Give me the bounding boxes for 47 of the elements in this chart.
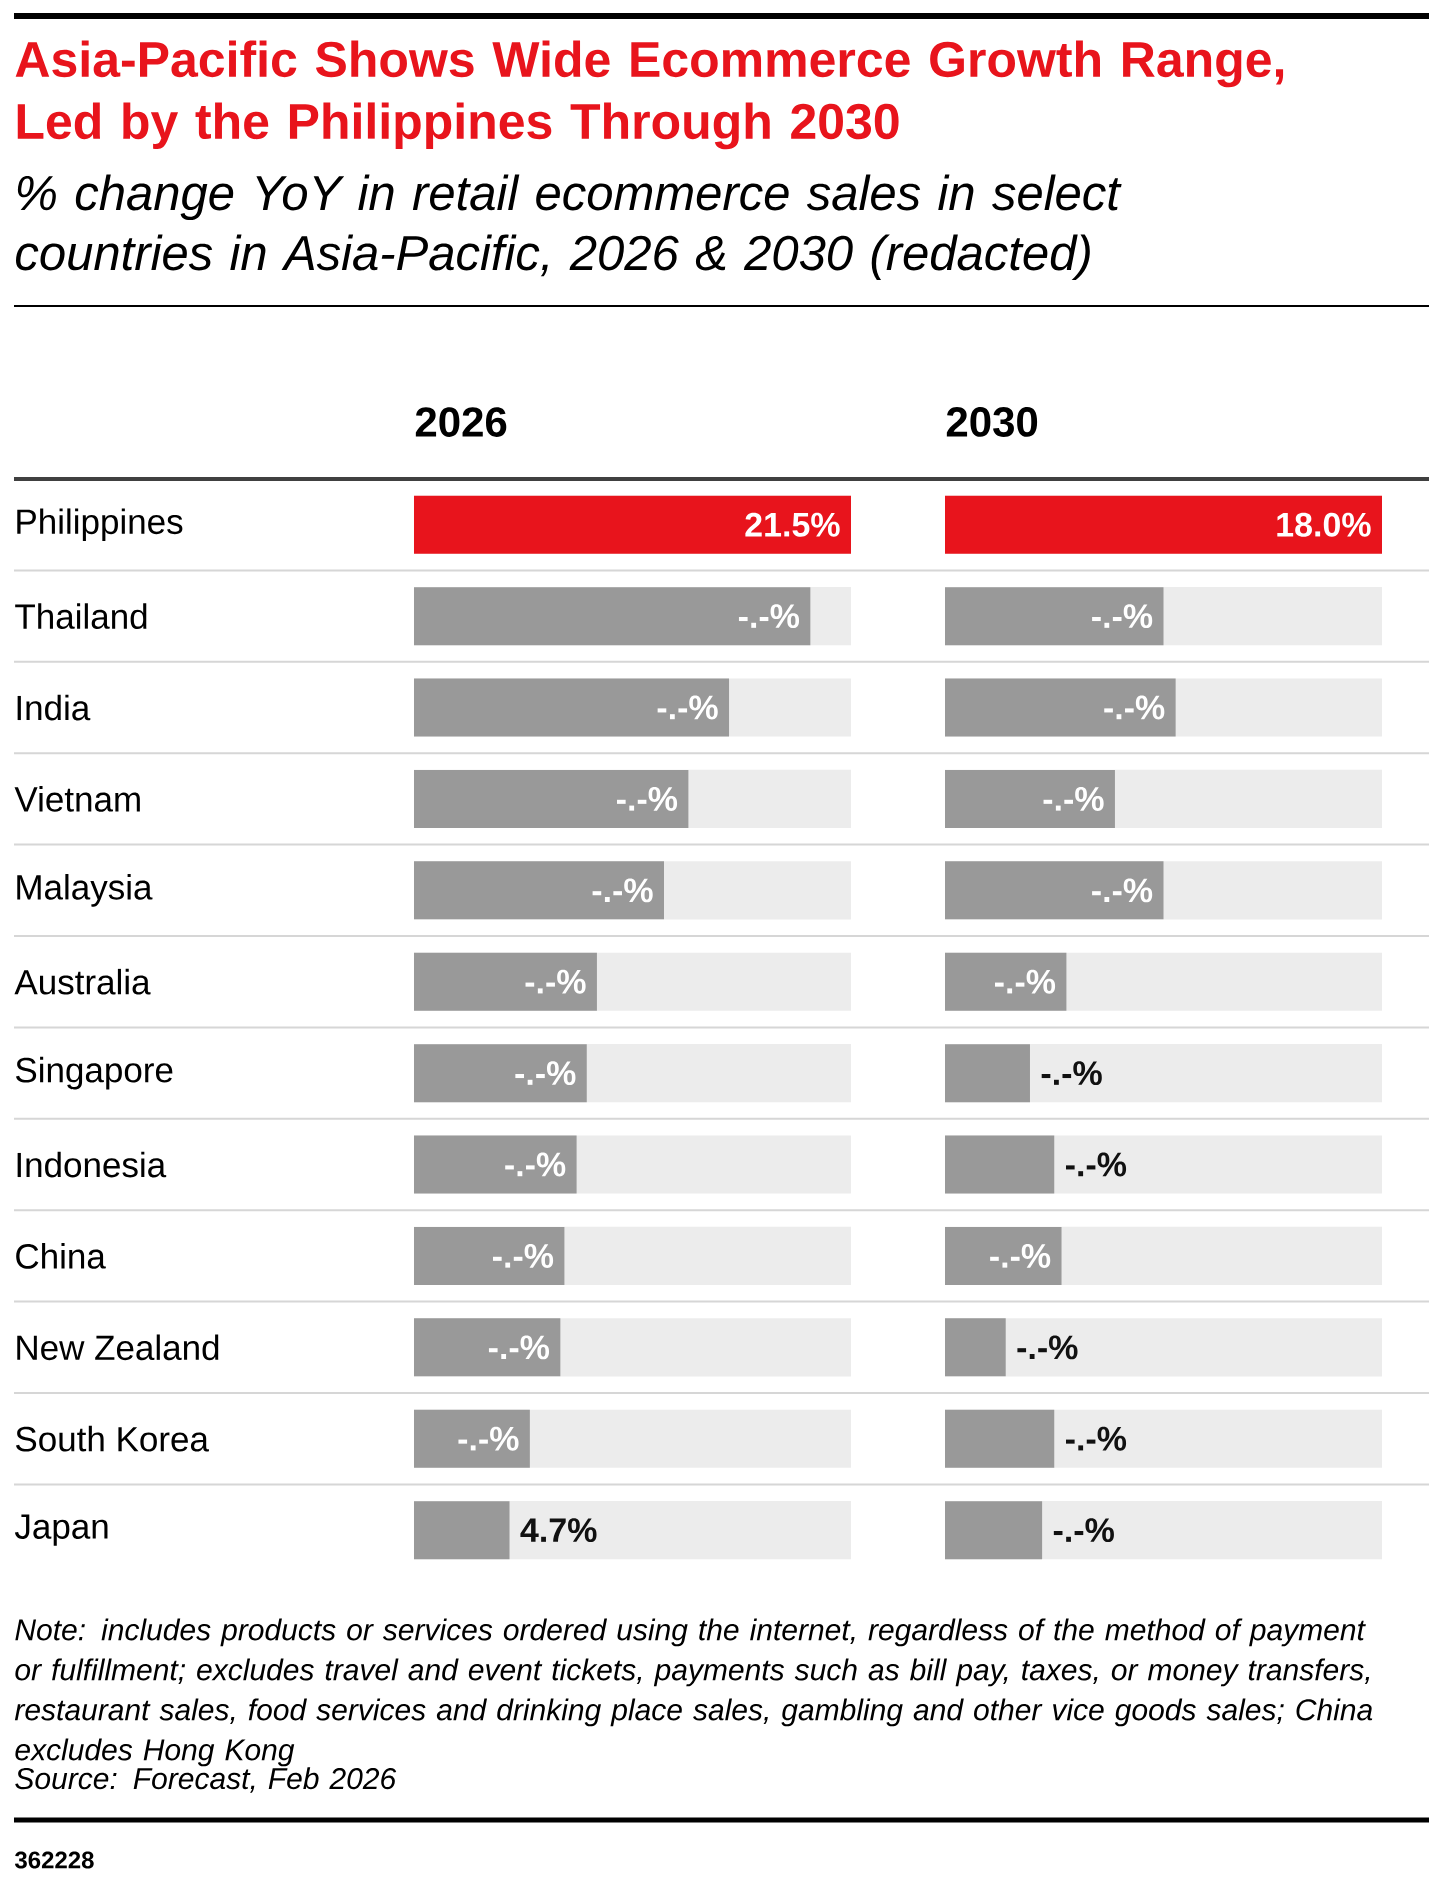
y-tick-label: China xyxy=(16,1243,106,1269)
data-label: -.-% xyxy=(1065,1426,1127,1451)
data-label: -.-% xyxy=(1053,1518,1114,1543)
data-label: -.-% xyxy=(657,695,718,720)
data-label: 18.0% xyxy=(1277,512,1371,537)
data-label: -.-% xyxy=(990,1243,1051,1268)
y-tick-label: India xyxy=(17,694,91,721)
text: Asia-Pacific Shows Wide Ecommerce Growth Range, Led by the Philippines Through 2030 xyxy=(15,40,1284,150)
y-tick-label: South Korea xyxy=(16,1425,209,1452)
y-tick-label: Singapore xyxy=(16,1056,173,1090)
text: Note: includes products or services ordered using the internet, regardless of the method of payment or fulfillment; excludes travel and event tickets, payments such as bill pay, taxes, or money transfers, restaurant sales, food services and drinking place sales, gambling and other vice goods sales; China excludes Hong Kong xyxy=(14,1618,1373,1767)
y-tick-label: Japan xyxy=(14,1514,108,1546)
data-label: -.-% xyxy=(488,1335,550,1360)
data-label: -.-% xyxy=(1092,878,1153,903)
y-tick-label: Thailand xyxy=(15,603,147,629)
data-label: -.-% xyxy=(493,1243,554,1268)
data-label: 4.7% xyxy=(520,1518,597,1543)
source-note: Source: Forecast, Feb 2026 xyxy=(15,1767,397,1793)
y-tick-label: Malaysia xyxy=(17,874,153,907)
chart-title: 2030 xyxy=(946,407,1038,437)
bar xyxy=(945,1044,1030,1103)
data-label: -.-% xyxy=(1041,1061,1102,1086)
bar xyxy=(945,1501,1043,1560)
bar xyxy=(945,1318,1006,1377)
data-label: -.-% xyxy=(1043,786,1104,811)
y-tick-label: Vietnam xyxy=(14,786,140,812)
data-label: -.-% xyxy=(1104,695,1165,720)
data-label: -.-% xyxy=(505,1152,566,1177)
bar xyxy=(414,1501,510,1560)
y-tick-label: Australia xyxy=(14,968,151,995)
data-label: -.-% xyxy=(525,969,586,994)
data-label: -.-% xyxy=(1092,604,1153,629)
data-label: 21.5% xyxy=(745,512,840,537)
y-tick-label: New Zealand xyxy=(17,1334,219,1361)
y-tick-label: Indonesia xyxy=(17,1151,167,1178)
data-label: -.-% xyxy=(1065,1152,1127,1177)
data-label: -.-% xyxy=(616,786,678,811)
data-label: -.-% xyxy=(994,969,1056,994)
text: % change YoY in retail ecommerce sales in select countries in Asia-Pacific, 2026 & 2030 (redacted) xyxy=(16,174,1122,281)
data-label: -.-% xyxy=(458,1426,519,1451)
data-label: -.-% xyxy=(592,878,653,903)
data-label: -.-% xyxy=(738,604,800,629)
data-label: -.-% xyxy=(515,1061,576,1086)
text: 362228 xyxy=(14,1851,94,1869)
y-tick-label: Philippines xyxy=(17,508,183,542)
chart-title: 2026 xyxy=(415,407,507,437)
data-label: -.-% xyxy=(1017,1335,1078,1360)
